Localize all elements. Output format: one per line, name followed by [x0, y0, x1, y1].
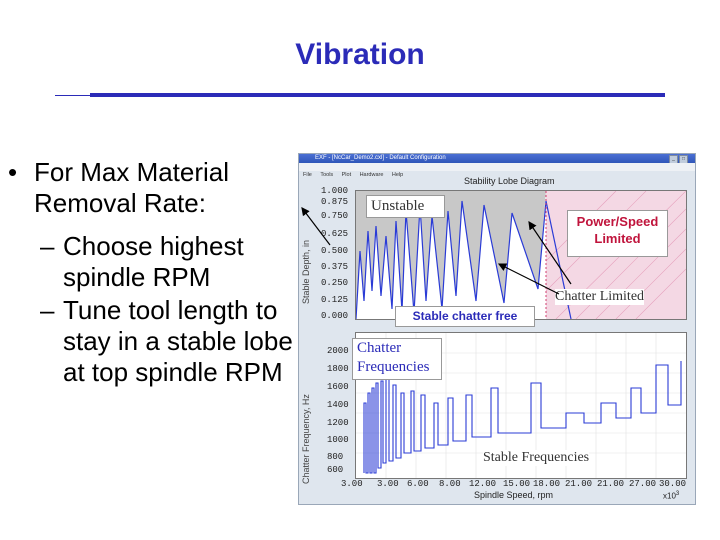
ytick: 0.500	[321, 246, 349, 256]
xtick: 8.00	[439, 479, 461, 489]
ytick: 1600	[327, 382, 349, 392]
chatter-limited-label: Chatter Limited	[555, 289, 645, 305]
bullet-item: • For Max Material Removal Rate:	[8, 157, 298, 219]
subbullet-item: – Tune tool length to stay in a stable l…	[8, 295, 298, 388]
xtick: 12.00	[469, 479, 497, 489]
subbullet-text: Choose highest spindle RPM	[63, 231, 244, 292]
xtick: 6.00	[407, 479, 429, 489]
ytick: 600	[327, 465, 344, 475]
x-axis-label: Spindle Speed, rpm	[474, 490, 554, 500]
arrow-to-lobe	[528, 221, 572, 285]
stable-frequencies-label: Stable Frequencies	[483, 450, 590, 466]
menu-item-plot[interactable]: Plot	[341, 172, 352, 178]
menu-item-help[interactable]: Help	[391, 172, 404, 178]
power-speed-label: Power/Speed	[576, 214, 659, 229]
frequencies-label: Frequencies	[357, 359, 430, 375]
menu-item-hardware[interactable]: Hardware	[359, 172, 384, 178]
unstable-label: Unstable	[366, 195, 445, 218]
xtick: 3.00	[377, 479, 399, 489]
xtick: 30.00	[659, 479, 687, 489]
xtick: 15.00	[503, 479, 531, 489]
menu-bar: File Tools Plot Hardware Help	[299, 163, 695, 178]
title-underline-thin	[55, 95, 95, 96]
power-speed-limited-label: Limited	[594, 231, 641, 246]
window-titlebar: EXF - [NcCar_Demo2.cxl] - Default Config…	[299, 154, 695, 164]
ytick: 800	[327, 452, 344, 462]
ytick: 1.000	[321, 186, 349, 196]
chatter-label: Chatter	[357, 340, 402, 356]
xtick: 18.00	[533, 479, 561, 489]
xtick: 3.00	[341, 479, 363, 489]
dash-icon: –	[40, 231, 55, 261]
ytick: 0.250	[321, 278, 349, 288]
ytick: 0.375	[321, 262, 349, 272]
dash-icon: –	[40, 295, 55, 325]
xtick: 21.00	[565, 479, 593, 489]
subbullet-item: – Choose highest spindle RPM	[8, 231, 298, 293]
bullet-list: • For Max Material Removal Rate: – Choos…	[8, 157, 298, 388]
menu-item-file[interactable]: File	[303, 172, 312, 178]
power-speed-callout: Power/Speed Limited	[567, 210, 668, 257]
slide-title: Vibration	[295, 38, 425, 71]
title-underline	[90, 93, 665, 97]
chatter-frequencies-callout: Chatter Frequencies	[352, 338, 442, 380]
subbullet-text: Tune tool length to stay in a stable lob…	[63, 295, 293, 387]
ytick: 1200	[327, 418, 349, 428]
menu-item-tools[interactable]: Tools	[320, 172, 334, 178]
ytick: 0.125	[321, 295, 349, 305]
ytick: 2000	[327, 346, 349, 356]
bullet-text: For Max Material Removal Rate:	[34, 157, 230, 218]
annotation-arrows	[497, 221, 572, 295]
ytick: 1800	[327, 364, 349, 374]
xtick: 21.00	[597, 479, 625, 489]
unstable-region	[356, 191, 546, 319]
ytick: 0.750	[321, 211, 349, 221]
bullet-dot-icon: •	[8, 157, 18, 187]
arrow-to-lobe	[497, 263, 560, 295]
ytick: 1000	[327, 435, 349, 445]
ytick: 0.000	[321, 311, 349, 321]
window-title: EXF - [NcCar_Demo2.cxl] - Default Config…	[315, 155, 446, 161]
x-multiplier: x103	[663, 491, 680, 501]
top-plot-title: Stability Lobe Diagram	[464, 176, 555, 186]
chatter-frequency-trace	[363, 361, 682, 474]
ytick: 0.625	[321, 229, 349, 239]
ytick: 1400	[327, 400, 349, 410]
ytick: 0.875	[321, 197, 349, 207]
stable-chatter-free-label: Stable chatter free	[395, 306, 535, 327]
xtick: 27.00	[629, 479, 657, 489]
app-screenshot-window: EXF - [NcCar_Demo2.cxl] - Default Config…	[298, 153, 696, 505]
